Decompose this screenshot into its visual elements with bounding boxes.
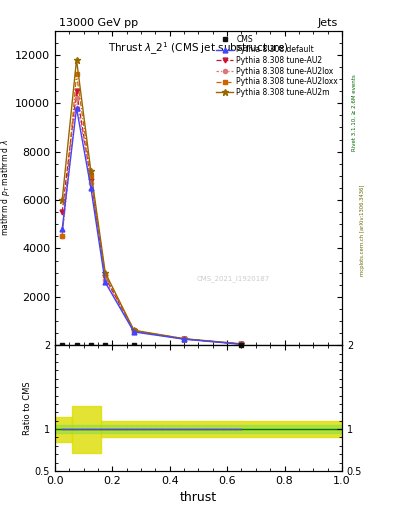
Text: Rivet 3.1.10, ≥ 2.6M events: Rivet 3.1.10, ≥ 2.6M events	[352, 74, 357, 151]
Pythia 8.308 tune-AU2	[239, 341, 244, 347]
Line: Pythia 8.308 tune-AU2lox: Pythia 8.308 tune-AU2lox	[60, 96, 244, 346]
Line: Pythia 8.308 default: Pythia 8.308 default	[60, 105, 244, 347]
Pythia 8.308 tune-AU2m	[74, 57, 79, 63]
Pythia 8.308 tune-AU2loxx	[60, 233, 64, 240]
Line: Pythia 8.308 tune-AU2: Pythia 8.308 tune-AU2	[60, 89, 244, 347]
Pythia 8.308 tune-AU2loxx	[239, 341, 244, 347]
Line: Pythia 8.308 tune-AU2m: Pythia 8.308 tune-AU2m	[59, 57, 244, 347]
Pythia 8.308 tune-AU2loxx	[182, 336, 187, 342]
Text: Jets: Jets	[318, 18, 338, 28]
CMS	[239, 342, 244, 348]
Pythia 8.308 tune-AU2lox	[132, 328, 136, 334]
Bar	[55, 425, 342, 433]
Text: Thrust $\lambda\_2^1$ (CMS jet substructure): Thrust $\lambda\_2^1$ (CMS jet substruct…	[108, 40, 289, 57]
Pythia 8.308 tune-AU2	[60, 209, 64, 215]
CMS	[74, 342, 79, 348]
Text: 13000 GeV pp: 13000 GeV pp	[59, 18, 138, 28]
Pythia 8.308 default	[132, 329, 136, 335]
Pythia 8.308 default	[239, 341, 244, 347]
Pythia 8.308 tune-AU2loxx	[88, 173, 93, 179]
Pythia 8.308 tune-AU2loxx	[74, 71, 79, 77]
Pythia 8.308 default	[74, 105, 79, 111]
CMS	[60, 342, 64, 348]
Text: mcplots.cern.ch [arXiv:1306.3436]: mcplots.cern.ch [arXiv:1306.3436]	[360, 185, 365, 276]
Pythia 8.308 tune-AU2	[182, 336, 187, 342]
Pythia 8.308 tune-AU2lox	[239, 341, 244, 347]
Legend: CMS, Pythia 8.308 default, Pythia 8.308 tune-AU2, Pythia 8.308 tune-AU2lox, Pyth: CMS, Pythia 8.308 default, Pythia 8.308 …	[215, 33, 340, 98]
Pythia 8.308 default	[60, 226, 64, 232]
Y-axis label: Ratio to CMS: Ratio to CMS	[23, 381, 32, 435]
X-axis label: thrust: thrust	[180, 492, 217, 504]
Pythia 8.308 tune-AU2lox	[74, 95, 79, 101]
CMS	[88, 342, 93, 348]
Pythia 8.308 tune-AU2	[88, 178, 93, 184]
Pythia 8.308 tune-AU2m	[182, 336, 187, 342]
Pythia 8.308 default	[182, 336, 187, 342]
Pythia 8.308 tune-AU2	[132, 328, 136, 334]
Text: CMS_2021_I1920187: CMS_2021_I1920187	[196, 275, 270, 282]
Pythia 8.308 tune-AU2m	[88, 168, 93, 174]
Pythia 8.308 tune-AU2loxx	[103, 272, 108, 278]
Line: CMS: CMS	[60, 343, 244, 348]
Pythia 8.308 tune-AU2lox	[103, 277, 108, 283]
CMS	[132, 342, 136, 348]
Pythia 8.308 tune-AU2lox	[182, 336, 187, 342]
Pythia 8.308 tune-AU2	[103, 274, 108, 281]
CMS	[103, 342, 108, 348]
Pythia 8.308 default	[103, 279, 108, 285]
Pythia 8.308 tune-AU2m	[60, 197, 64, 203]
Pythia 8.308 tune-AU2m	[103, 270, 108, 276]
Pythia 8.308 tune-AU2loxx	[132, 328, 136, 334]
Pythia 8.308 tune-AU2	[74, 88, 79, 94]
Pythia 8.308 tune-AU2lox	[60, 233, 64, 240]
Line: Pythia 8.308 tune-AU2loxx: Pythia 8.308 tune-AU2loxx	[60, 72, 244, 346]
Y-axis label: mathrm d$^2$N
mathrm d $p_T$ mathrm d $\lambda$: mathrm d$^2$N mathrm d $p_T$ mathrm d $\…	[0, 140, 12, 237]
Pythia 8.308 tune-AU2m	[239, 341, 244, 347]
Pythia 8.308 tune-AU2m	[132, 327, 136, 333]
Pythia 8.308 tune-AU2lox	[88, 180, 93, 186]
Pythia 8.308 default	[88, 185, 93, 191]
